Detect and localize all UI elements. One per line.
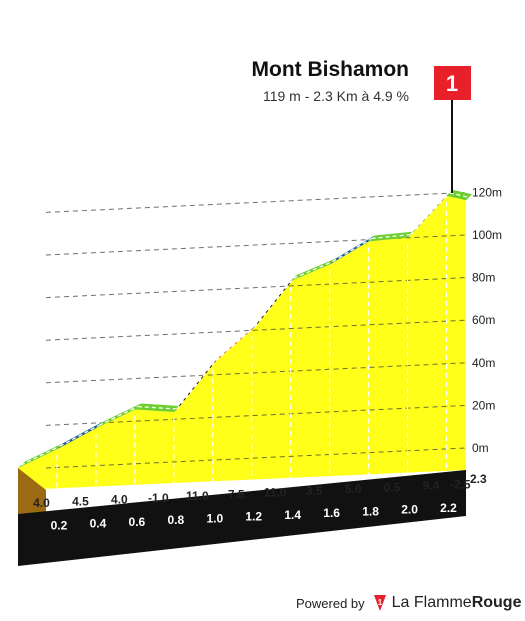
x-tick-label: 0.4 xyxy=(90,517,107,531)
segment-gradient-label: 9.4 xyxy=(423,479,440,493)
x-tick-label: 0.6 xyxy=(129,515,146,529)
road-segment xyxy=(134,403,180,413)
logo-mark-text: 1 xyxy=(377,598,382,607)
road-centerline xyxy=(98,405,139,426)
total-distance-label: 2.3 xyxy=(470,472,487,486)
profile-left-face xyxy=(18,468,46,514)
road-centerline xyxy=(215,326,256,361)
x-tick-label: 2.2 xyxy=(440,501,457,515)
segment-gradient-label: -1.0 xyxy=(148,491,169,505)
elevation-gridline xyxy=(45,362,467,384)
elevation-gridline xyxy=(45,404,467,426)
segment-gradient-label: 4.5 xyxy=(72,494,89,508)
segment-gradient-label: 3.5 xyxy=(306,484,323,498)
brand-name-part-1: La Flamme xyxy=(391,594,472,611)
x-tick-label: 1.0 xyxy=(206,511,223,525)
y-tick-label: 100m xyxy=(472,228,502,242)
footer-credit: Powered by 1 La Flamme Rouge xyxy=(296,594,521,612)
segment-gradient-label: 11.0 xyxy=(186,489,209,503)
segment-gradient-label: 5.0 xyxy=(345,482,362,496)
elevation-gridline xyxy=(45,447,467,469)
road-centerline xyxy=(254,277,295,328)
y-tick-label: 20m xyxy=(472,398,495,412)
y-tick-label: 0m xyxy=(472,441,489,455)
base-layer xyxy=(18,468,466,566)
y-tick-label: 80m xyxy=(472,271,495,285)
elevation-gridline xyxy=(45,277,467,299)
road-segments-layer xyxy=(18,189,472,468)
road-centerline xyxy=(20,445,61,466)
x-tick-label: 1.2 xyxy=(245,510,262,524)
x-tick-label: 2.0 xyxy=(401,503,418,517)
x-tick-label: 1.6 xyxy=(323,506,340,520)
x-tick-label: 0.2 xyxy=(51,518,68,532)
profile-area xyxy=(18,195,466,490)
road-centerline xyxy=(293,260,333,279)
summit-number: 1 xyxy=(446,71,458,96)
flag-banner xyxy=(434,66,471,100)
road-centerline xyxy=(332,237,372,263)
chart-subtitle: 119 m - 2.3 Km à 4.9 % xyxy=(263,88,409,104)
segment-gradient-label: 4.0 xyxy=(33,496,50,510)
summit-flag: 1 xyxy=(434,66,471,193)
elevation-gridline xyxy=(45,191,467,213)
profile-fill-layer xyxy=(18,195,466,490)
y-tick-label: 120m xyxy=(472,185,502,199)
segment-gradient-label: -2.5 xyxy=(450,477,471,491)
flame-logo-icon: 1 xyxy=(373,595,386,611)
segment-gradient-label: 11.0 xyxy=(264,486,287,500)
segment-gradient-label: 0.5 xyxy=(384,480,401,494)
distance-band xyxy=(18,470,466,566)
road-segment xyxy=(368,231,414,242)
road-centerline xyxy=(176,360,217,410)
brand-name-part-2: Rouge xyxy=(471,594,522,611)
road-centerline xyxy=(449,192,470,198)
gridline-layer xyxy=(45,191,467,489)
elevation-gridline xyxy=(45,319,467,341)
chart-title: Mont Bishamon xyxy=(252,58,410,81)
segment-gradient-label: 4.0 xyxy=(111,493,128,507)
road-centerline xyxy=(410,192,450,236)
x-tick-label: 1.8 xyxy=(362,504,379,518)
powered-by-label: Powered by xyxy=(296,595,365,611)
y-tick-label: 40m xyxy=(472,356,495,370)
label-layer: 0m 20m 40m 60m 80m 100m 120m 4.0 4.5 4.0 -1.0 11.0 7… xyxy=(33,185,502,532)
x-tick-label: 1.4 xyxy=(284,508,301,522)
segment-gradient-label: 7.5 xyxy=(228,487,245,501)
x-tick-label: 0.8 xyxy=(167,513,184,527)
elevation-gridline xyxy=(45,234,467,256)
y-tick-label: 60m xyxy=(472,313,495,327)
road-centerline xyxy=(59,424,100,447)
